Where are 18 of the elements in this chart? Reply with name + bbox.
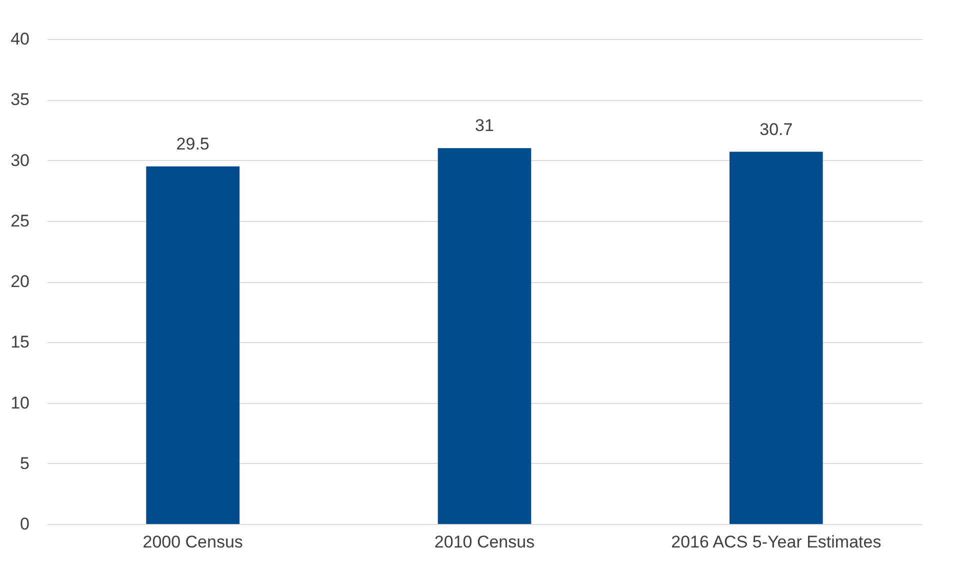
- y-tick-label: 5: [20, 454, 30, 473]
- x-tick-label: 2010 Census: [434, 532, 535, 552]
- bar: [146, 166, 240, 524]
- bar: [730, 152, 823, 524]
- y-tick-label: 20: [10, 272, 30, 291]
- bar: [438, 148, 532, 524]
- data-label: 29.5: [176, 134, 210, 154]
- data-label: 30.7: [760, 120, 793, 139]
- y-tick-label: 15: [10, 332, 30, 352]
- y-tick-label: 40: [10, 30, 30, 48]
- x-tick-label: 2000 Census: [142, 532, 243, 552]
- y-tick-label: 10: [10, 393, 30, 412]
- y-tick-label: 30: [10, 150, 30, 170]
- x-tick-label: 2016 ACS 5-Year Estimates: [671, 532, 882, 552]
- y-tick-label: 0: [20, 514, 30, 534]
- y-tick-label: 35: [10, 90, 30, 110]
- y-tick-label: 25: [10, 211, 30, 230]
- data-label: 31: [475, 116, 494, 136]
